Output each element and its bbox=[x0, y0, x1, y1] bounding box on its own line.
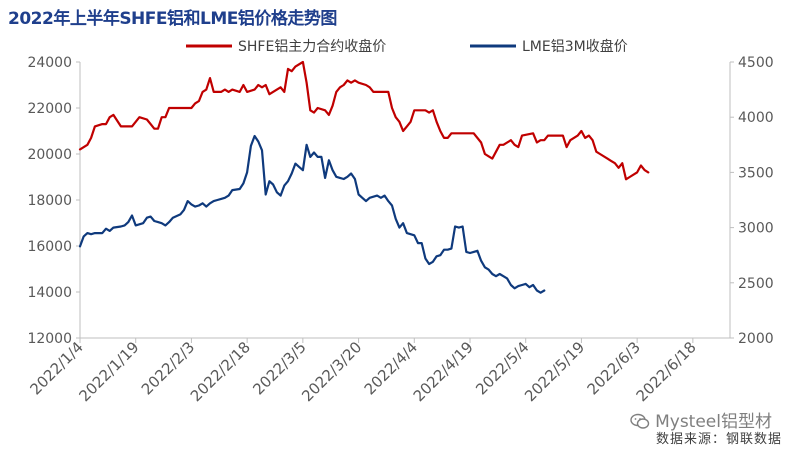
right-tick-label: 3500 bbox=[738, 165, 774, 181]
right-tick-label: 4000 bbox=[738, 110, 774, 126]
x-tick-label: 2022/4/19 bbox=[410, 338, 477, 405]
shfe-price-line bbox=[78, 60, 650, 181]
right-tick-label: 2500 bbox=[738, 276, 774, 292]
series-layer bbox=[78, 60, 650, 294]
x-tick-label: 2022/6/18 bbox=[633, 338, 700, 405]
watermark-text: Mysteel铝型材 bbox=[655, 412, 772, 432]
x-tick-label: 2022/1/19 bbox=[75, 338, 142, 405]
legend-label-shfe: SHFE铝主力合约收盘价 bbox=[238, 38, 386, 55]
wechat-icon bbox=[629, 413, 650, 430]
x-tick-label: 2022/2/18 bbox=[187, 338, 254, 405]
axes-layer: 12000 14000 16000 18000 20000 22000 24000 2000 2… bbox=[26, 55, 773, 405]
chart-title: 2022年上半年SHFE铝和LME铝价格走势图 bbox=[8, 9, 337, 29]
right-tick-label: 4500 bbox=[738, 55, 774, 71]
right-tick-label: 3000 bbox=[738, 221, 774, 237]
left-tick-label: 16000 bbox=[27, 239, 72, 255]
left-tick-label: 12000 bbox=[27, 331, 72, 347]
right-tick-label: 2000 bbox=[738, 331, 774, 347]
data-source: 数据来源：钢联数据 bbox=[655, 432, 782, 447]
x-tick-label: 2022/3/20 bbox=[298, 338, 365, 405]
legend: SHFE铝主力合约收盘价 LME铝3M收盘价 bbox=[186, 38, 628, 55]
left-tick-label: 18000 bbox=[27, 193, 72, 209]
left-tick-label: 24000 bbox=[27, 55, 72, 71]
x-tick-label: 2022/5/19 bbox=[521, 338, 588, 405]
legend-label-lme: LME铝3M收盘价 bbox=[522, 38, 628, 55]
watermark: Mysteel铝型材 bbox=[629, 407, 772, 432]
left-tick-label: 14000 bbox=[27, 285, 72, 301]
lme-price-line bbox=[78, 134, 546, 294]
left-tick-label: 20000 bbox=[27, 147, 72, 163]
left-tick-label: 22000 bbox=[27, 101, 72, 117]
